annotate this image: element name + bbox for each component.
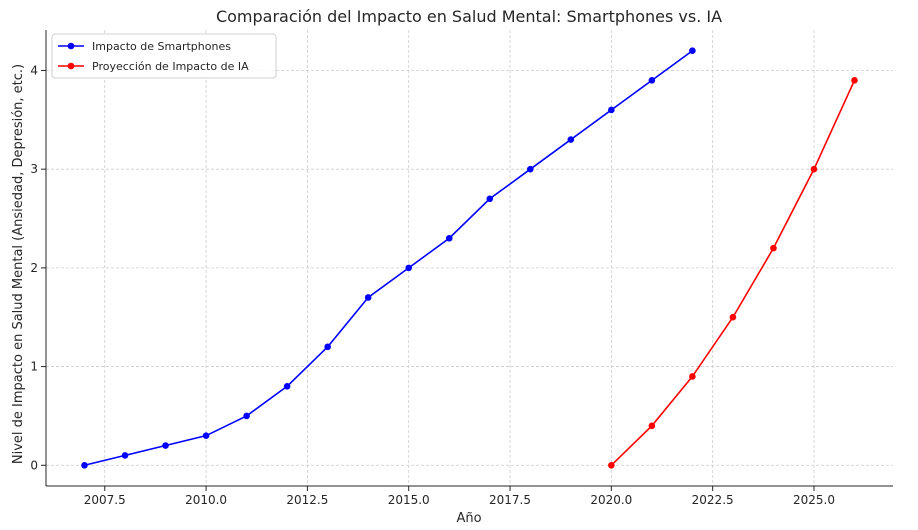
data-point [689, 373, 696, 380]
series-1 [81, 47, 696, 469]
x-tick-label: 2012.5 [286, 493, 328, 507]
data-point [608, 461, 615, 469]
data-point [243, 412, 250, 420]
y-tick-label: 4 [30, 63, 38, 77]
data-point [608, 106, 615, 114]
y-tick-label: 2 [30, 261, 38, 275]
x-tick-label: 2015.0 [388, 493, 430, 507]
legend-marker [67, 42, 75, 50]
data-point [202, 432, 210, 439]
data-point [851, 77, 858, 84]
legend: Impacto de Smartphones Proyección de Impa… [51, 33, 277, 79]
data-point [162, 442, 169, 449]
data-point [121, 452, 129, 459]
data-point [689, 47, 696, 55]
y-axis-label: Nivel de Impacto en Salud Mental (Ansied… [11, 64, 26, 464]
data-point [445, 234, 453, 242]
data-point [486, 195, 494, 203]
data-point [405, 264, 413, 272]
series-group [81, 47, 858, 469]
x-tick-label: 2022.5 [692, 493, 734, 507]
axes [45, 30, 893, 487]
legend-frame [51, 33, 277, 79]
data-point [526, 165, 534, 173]
y-tick-label: 3 [30, 162, 38, 176]
x-tick-label: 2020.0 [590, 493, 632, 507]
legend-box: Impacto de Smartphones Proyección de Impa… [51, 33, 277, 79]
x-tick-label: 2010.0 [185, 493, 227, 507]
series-2 [608, 77, 858, 469]
data-point [770, 244, 777, 252]
legend-label: Impacto de Smartphones [92, 40, 231, 53]
legend-marker [67, 62, 75, 70]
data-point [364, 294, 372, 301]
grid-lines [46, 30, 893, 486]
chart-title: Comparación del Impacto en Salud Mental:… [216, 7, 722, 26]
legend-label: Proyección de Impacto de IA [92, 60, 249, 73]
series-line [84, 50, 693, 467]
y-tick-label: 1 [30, 360, 38, 374]
data-point [648, 77, 656, 84]
data-point [567, 136, 575, 143]
data-point [648, 422, 656, 430]
x-axis-label: Año [456, 511, 481, 526]
data-point [283, 383, 291, 390]
y-tick-label: 0 [30, 458, 38, 472]
x-tick-label: 2017.5 [489, 493, 531, 507]
series-line [610, 80, 856, 466]
x-axis-ticks: 2007.5 2010.0 2012.5 2015.0 2017.5 2020.0 2022… [84, 486, 835, 507]
x-tick-label: 2025.0 [793, 493, 835, 507]
y-axis-ticks: 0 1 2 3 4 [30, 63, 46, 472]
data-point [729, 313, 737, 321]
data-point [810, 165, 818, 173]
data-point [324, 343, 331, 351]
data-point [81, 461, 88, 469]
x-tick-label: 2007.5 [84, 493, 126, 507]
